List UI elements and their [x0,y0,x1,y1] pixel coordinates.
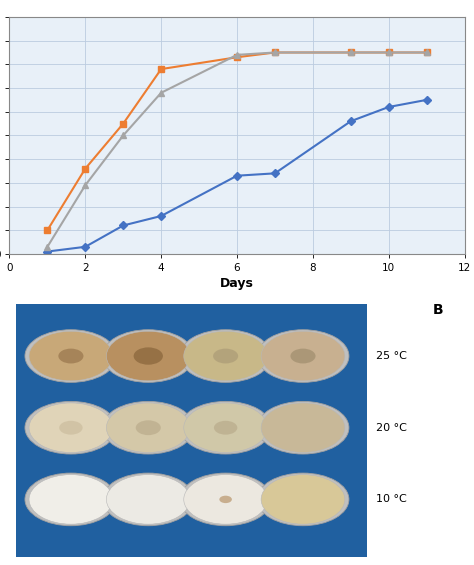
Ellipse shape [29,475,113,524]
Ellipse shape [180,401,272,454]
25°C [158,89,164,96]
Ellipse shape [59,421,82,434]
20°C [272,49,278,56]
Text: B: B [433,303,443,316]
Ellipse shape [102,473,194,525]
Ellipse shape [184,475,267,524]
Ellipse shape [180,330,272,383]
25°C [348,49,354,56]
Ellipse shape [134,347,163,364]
Ellipse shape [102,401,194,454]
10°C [272,170,278,177]
Text: 25 °C: 25 °C [376,351,407,361]
10°C [158,212,164,219]
Ellipse shape [257,473,349,525]
10°C [120,222,126,229]
Ellipse shape [106,331,190,381]
Ellipse shape [257,401,349,454]
X-axis label: Days: Days [220,277,254,290]
10°C [82,244,88,250]
25°C [386,49,392,56]
25°C [45,244,50,250]
Text: 20 °C: 20 °C [376,423,407,433]
25°C [272,49,278,56]
25°C [424,49,429,56]
FancyBboxPatch shape [16,304,367,557]
Ellipse shape [136,420,161,435]
10°C [386,103,392,110]
Line: 20°C: 20°C [44,49,430,233]
Ellipse shape [25,330,117,383]
25°C [82,182,88,189]
Ellipse shape [184,331,267,381]
10°C [424,97,429,103]
10°C [45,248,50,255]
Ellipse shape [58,349,83,363]
20°C [348,49,354,56]
Ellipse shape [219,496,232,503]
Ellipse shape [102,330,194,383]
20°C [120,120,126,127]
Ellipse shape [25,473,117,525]
25°C [120,132,126,139]
Ellipse shape [261,331,345,381]
10°C [348,118,354,125]
Ellipse shape [261,475,345,524]
Ellipse shape [106,475,190,524]
25°C [234,51,240,58]
Ellipse shape [25,401,117,454]
Ellipse shape [29,331,113,381]
Ellipse shape [213,349,238,363]
Ellipse shape [106,403,190,453]
Ellipse shape [257,330,349,383]
Ellipse shape [291,349,316,363]
20°C [424,49,429,56]
20°C [82,165,88,172]
Line: 25°C: 25°C [44,49,430,250]
Text: 10 °C: 10 °C [376,494,407,505]
Ellipse shape [180,473,272,525]
Ellipse shape [261,403,345,453]
Line: 10°C: 10°C [45,97,429,254]
20°C [386,49,392,56]
Ellipse shape [214,421,237,434]
10°C [234,172,240,179]
20°C [158,66,164,72]
Ellipse shape [184,403,267,453]
20°C [234,54,240,60]
20°C [45,227,50,233]
Ellipse shape [29,403,113,453]
